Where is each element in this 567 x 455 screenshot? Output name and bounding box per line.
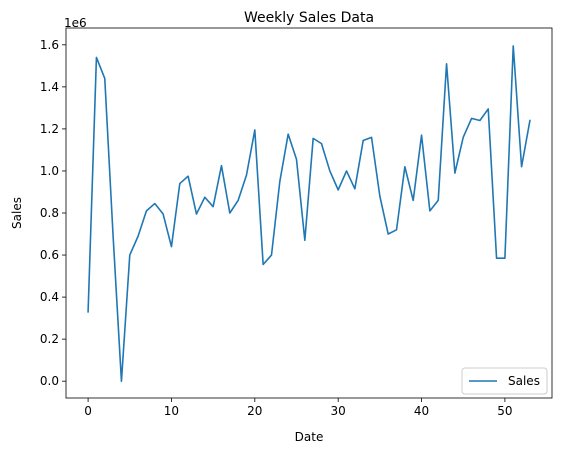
y-tick-label: 0.8 — [40, 206, 59, 220]
legend: Sales — [462, 368, 547, 394]
x-tick-label: 20 — [247, 404, 262, 418]
y-axis-label: Sales — [10, 197, 24, 229]
legend-label-sales: Sales — [508, 374, 540, 388]
y-tick-label: 0.6 — [40, 248, 59, 262]
y-tick-label: 0.0 — [40, 374, 59, 388]
y-tick-label: 1.0 — [40, 164, 59, 178]
plot-frame — [66, 28, 552, 398]
x-tick-label: 50 — [497, 404, 512, 418]
x-axis-label: Date — [295, 430, 324, 444]
x-tick-label: 40 — [414, 404, 429, 418]
y-tick-label: 1.4 — [40, 80, 59, 94]
x-tick-label: 0 — [84, 404, 92, 418]
x-tick-label: 30 — [331, 404, 346, 418]
y-tick-label: 1.6 — [40, 38, 59, 52]
series-line-0 — [88, 46, 530, 381]
y-tick-label: 0.4 — [40, 290, 59, 304]
y-tick-label: 0.2 — [40, 332, 59, 346]
plot-area — [88, 46, 530, 381]
x-tick-label: 10 — [164, 404, 179, 418]
chart-title: Weekly Sales Data — [244, 10, 374, 26]
y-tick-label: 1.2 — [40, 122, 59, 136]
axis-ticks: 0 10 20 30 40 50 0.0 0.2 0.4 0.6 0.8 1.0 1.2 1.4 1.6 — [40, 38, 513, 418]
